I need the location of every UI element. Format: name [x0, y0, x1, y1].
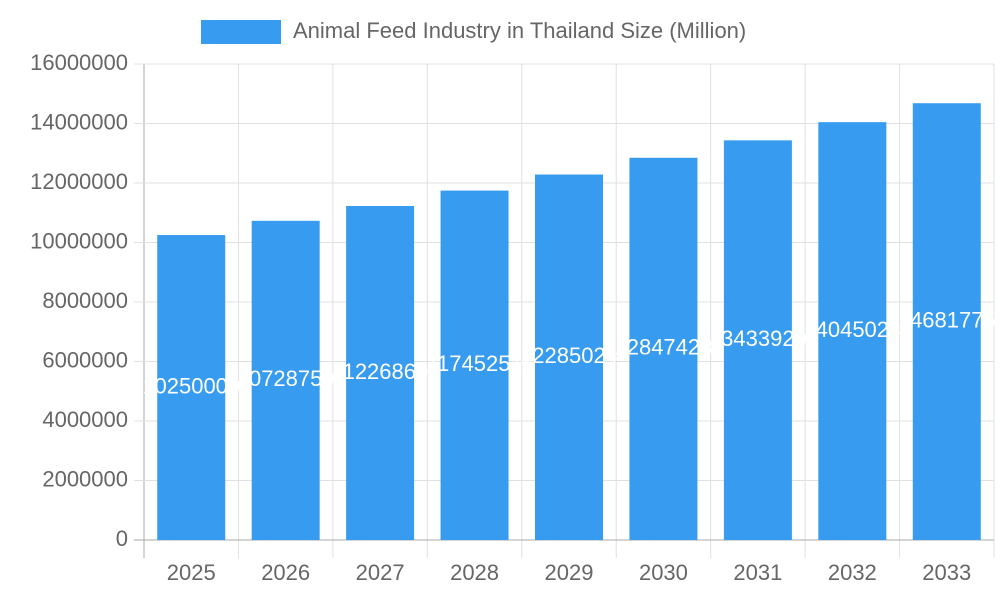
value-label: 10250000 [142, 373, 240, 398]
x-tick-label: 2029 [545, 560, 594, 585]
x-tick-label: 2028 [450, 560, 499, 585]
y-tick-label: 8000000 [42, 288, 128, 313]
y-tick-label: 0 [116, 526, 128, 551]
y-tick-label: 14000000 [30, 109, 128, 134]
value-label: 11226860 [332, 359, 428, 384]
x-tick-label: 2027 [356, 560, 405, 585]
y-tick-label: 16000000 [30, 50, 128, 75]
x-tick-label: 2031 [733, 560, 782, 585]
x-tick-label: 2033 [922, 560, 971, 585]
y-tick-label: 6000000 [42, 347, 128, 372]
legend-label: Animal Feed Industry in Thailand Size (M… [293, 18, 746, 43]
value-label: 12847428 [614, 335, 712, 360]
bar [251, 220, 320, 540]
bar [535, 174, 603, 540]
legend-swatch [201, 20, 281, 44]
value-label: 14681775 [898, 307, 996, 332]
value-label: 14045024 [803, 317, 901, 342]
bar [912, 103, 981, 540]
x-tick-label: 2025 [167, 560, 216, 585]
bar [440, 190, 509, 540]
y-tick-label: 12000000 [30, 169, 128, 194]
bar [157, 235, 226, 540]
bar [818, 122, 887, 541]
y-tick-label: 10000000 [30, 228, 128, 253]
x-tick-label: 2030 [639, 560, 688, 585]
value-label: 10728750 [237, 366, 335, 391]
value-label: 13433920 [709, 326, 807, 351]
value-label: 11745251 [426, 351, 522, 376]
bar [723, 140, 792, 540]
x-tick-label: 2026 [261, 560, 310, 585]
bar [629, 157, 698, 541]
x-tick-label: 2032 [828, 560, 877, 585]
y-tick-label: 4000000 [42, 407, 128, 432]
bar [346, 206, 415, 540]
value-label: 12285024 [520, 343, 618, 368]
y-tick-label: 2000000 [42, 466, 128, 491]
